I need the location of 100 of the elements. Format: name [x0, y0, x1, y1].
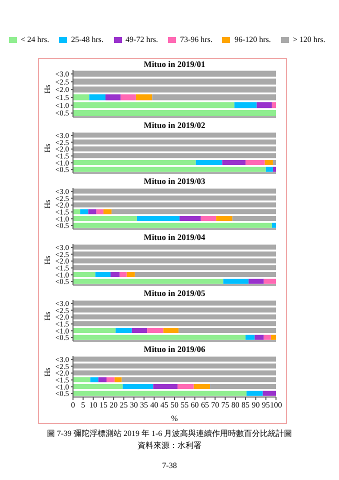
chart-title: Mituo in 2019/02 — [142, 120, 206, 131]
bar — [270, 334, 276, 340]
x-tick-label: 85 — [242, 400, 250, 410]
bar — [248, 278, 264, 284]
bar — [73, 252, 276, 257]
y-axis-title: Hs — [42, 144, 52, 152]
bar — [122, 384, 154, 390]
bar — [232, 216, 276, 222]
bar — [264, 278, 276, 284]
x-tick-label: 45 — [160, 400, 168, 410]
bar — [246, 334, 255, 340]
chart-title: Mituo in 2019/05 — [142, 288, 206, 299]
bar — [73, 377, 90, 382]
bar — [178, 328, 276, 334]
bar — [163, 328, 179, 334]
bar — [272, 102, 276, 108]
bar — [256, 102, 272, 108]
bar — [95, 272, 111, 278]
bar — [73, 272, 96, 278]
bar — [73, 166, 266, 172]
x-tick-label: 10 — [89, 400, 98, 410]
bar — [73, 384, 123, 390]
x-axis-title: % — [171, 414, 178, 423]
bar — [222, 160, 246, 166]
x-tick-label: 35 — [140, 400, 148, 410]
bar — [105, 94, 121, 100]
bar — [153, 384, 178, 390]
bar — [89, 94, 106, 100]
bar — [196, 160, 222, 166]
x-tick-label: 100 — [270, 400, 282, 410]
bar — [126, 272, 135, 278]
bar — [132, 328, 148, 334]
bar — [178, 384, 194, 390]
bar — [262, 390, 276, 396]
bar — [73, 86, 276, 92]
bar — [73, 216, 137, 222]
bar — [73, 196, 276, 201]
bar — [216, 216, 232, 222]
bar — [223, 278, 249, 284]
x-tick-label: 20 — [110, 400, 118, 410]
bar — [73, 160, 196, 166]
legend-label: 49-72 hrs. — [126, 35, 158, 44]
bar — [73, 222, 272, 228]
legend-label: > 120 hrs. — [292, 35, 326, 44]
bar — [73, 364, 276, 369]
x-tick-label: 40 — [150, 400, 158, 410]
bar — [120, 94, 136, 100]
bar — [73, 334, 246, 340]
bar — [73, 188, 276, 194]
bar — [73, 244, 276, 250]
x-tick-label: 70 — [211, 400, 220, 410]
bar — [266, 166, 273, 172]
x-tick-label: 95 — [262, 400, 270, 410]
x-tick-label: 55 — [180, 400, 189, 410]
bar — [194, 384, 210, 390]
bar — [96, 209, 104, 214]
x-tick-label: 80 — [231, 400, 240, 410]
bar — [136, 216, 180, 222]
bar — [264, 334, 271, 340]
chart-title: Mituo in 2019/06 — [142, 344, 206, 355]
x-tick-label: 25 — [120, 400, 128, 410]
legend-label: 73-96 hrs. — [180, 35, 212, 44]
chart-title: Mituo in 2019/03 — [142, 176, 206, 187]
bar — [246, 160, 265, 166]
bar — [120, 272, 127, 278]
x-tick-label: 60 — [190, 400, 199, 410]
bar — [73, 356, 276, 362]
bar — [180, 216, 201, 222]
legend-label: 96-120 hrs. — [234, 35, 271, 44]
y-axis-title: Hs — [42, 84, 52, 94]
bar — [73, 308, 276, 313]
bar — [90, 377, 98, 382]
x-tick-label: 0 — [71, 400, 75, 410]
bar — [136, 94, 152, 100]
text: 7-38 — [161, 460, 178, 472]
bar — [103, 209, 112, 214]
bar — [210, 384, 276, 390]
caption: 圖 7-39 彌陀浮標測站 2019 年 1-6 月波高與連續作用時數百分比統計圖 — [46, 428, 294, 440]
bar — [73, 390, 247, 396]
x-tick-label: 65 — [200, 400, 209, 410]
bar — [116, 328, 132, 334]
bar — [73, 209, 80, 214]
bar — [134, 272, 276, 278]
x-tick-label: 5 — [81, 400, 86, 410]
bar — [152, 94, 276, 100]
y-axis-title: Hs — [42, 200, 52, 208]
source-note: 資料來源：水利署 — [136, 440, 202, 452]
bar — [88, 209, 96, 214]
bar — [264, 160, 273, 166]
y-axis-title: Hs — [42, 312, 52, 320]
bar — [234, 102, 257, 108]
bar — [200, 216, 216, 222]
legend-label: < 24 hrs. — [20, 35, 50, 44]
chart-title: Mituo in 2019/01 — [142, 59, 206, 70]
x-tick-label: 50 — [170, 400, 178, 410]
x-tick-label: 90 — [252, 400, 260, 410]
bar — [73, 132, 276, 138]
bar — [73, 140, 276, 145]
x-tick-label: 75 — [221, 400, 230, 410]
chart-title: Mituo in 2019/04 — [142, 232, 206, 243]
